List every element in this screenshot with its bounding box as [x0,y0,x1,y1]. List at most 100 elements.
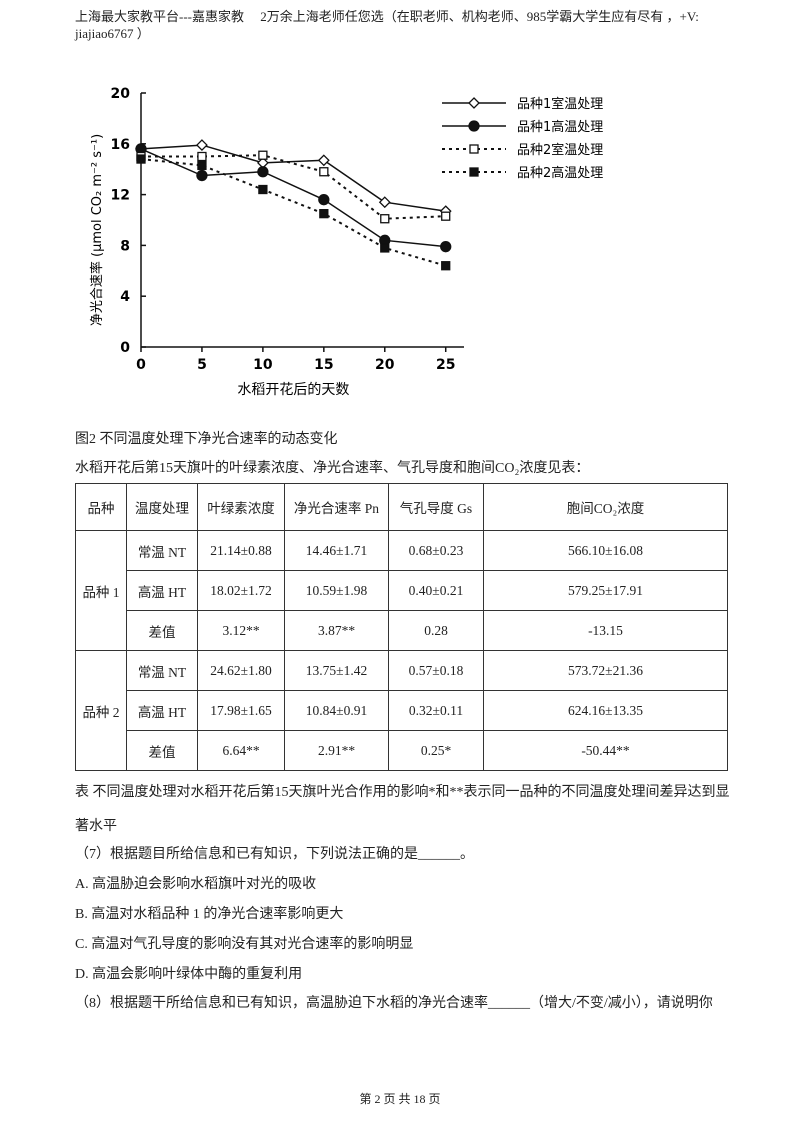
legend-marker [468,97,480,109]
legend-label: 品种2室温处理 [517,142,603,158]
data-table: 品种 温度处理 叶绿素浓度 净光合速率 Pn 气孔导度 Gs 胞间CO₂浓度 品… [75,483,728,771]
table-cell: 0.57±0.18 [388,650,484,691]
table-cell: 13.75±1.42 [284,650,389,691]
option: D. 高温会影响叶绿体中酶的重复利用 [75,967,303,982]
series-line [140,148,446,248]
legend-label: 品种2高温处理 [517,165,603,181]
x-tick-label: 5 [197,357,207,373]
legend-marker [469,144,479,154]
y-tick-label: 12 [111,188,130,204]
option: B. 高温对水稻品种 1 的净光合速率影响更大 [75,907,344,922]
table-cell: 10.84±0.91 [284,690,389,731]
table-cell: 常温 NT [126,530,198,571]
table-cell: 0.25* [388,730,484,771]
table-cell: -50.44** [483,730,728,771]
table-cell: 0.32±0.11 [388,690,484,731]
data-point [440,241,452,253]
table-cell: 0.68±0.23 [388,530,484,571]
table-cell: 差值 [126,610,198,651]
table-cell: 常温 NT [126,650,198,691]
legend-marker [469,167,479,177]
table-cell: 2.91** [284,730,389,771]
data-point [197,151,207,162]
option: C. 高温对气孔导度的影响没有其对光合速率的影响明显 [75,937,414,952]
data-point [380,243,390,253]
data-point [257,166,269,178]
data-point [258,184,268,195]
table-cell: 624.16±13.35 [483,690,728,731]
table-header-cell: 品种 [75,483,127,531]
table-cell: 品种 1 [75,530,127,651]
table-cell: 573.72±21.36 [483,650,728,691]
chart: 0 4 8 12 16 20 0 5 10 15 20 25 水稻开花后的天数 净光合速率 (μmol C… [89,86,603,398]
table-cell: 6.64** [197,730,285,771]
table-cell: -13.15 [483,610,728,651]
table-cell: 3.87** [284,610,389,651]
table-header-cell: 温度处理 [126,483,198,531]
table-cell: 14.46±1.71 [284,530,389,571]
figure-caption: 图2 不同温度处理下净光合速率的动态变化 [75,432,338,447]
table-cell: 10.59±1.98 [284,570,389,611]
table-intro: 水稻开花后第15天旗叶的叶绿素浓度、净光合速率、气孔导度和胞间CO₂浓度见表： [75,461,590,476]
table-header-cell: 净光合速率 Pn [284,483,389,531]
question-stem: （8）根据题干所给信息和已有知识，高温胁迫下水稻的净光合速率______（增大/… [75,996,713,1011]
table-cell: 0.40±0.21 [388,570,484,611]
table-cell: 566.10±16.08 [483,530,728,571]
legend-marker [468,120,480,132]
series-line [140,144,446,212]
table-row: 差值 6.64** 2.91** 0.25* -50.44** [76,730,728,771]
data-point [318,194,330,206]
data-point [441,261,451,271]
table-cell: 3.12** [197,610,285,651]
table-header-row: 品种 温度处理 叶绿素浓度 净光合速率 Pn 气孔导度 Gs 胞间CO₂浓度 [75,483,728,531]
table-cell: 0.28 [388,610,484,651]
data-point [317,154,330,167]
x-tick-label: 10 [253,357,273,373]
option: A. 高温胁迫会影响水稻旗叶对光的吸收 [75,877,317,892]
x-tick-label: 20 [375,357,395,373]
page-header: 上海最大家教平台---嘉惠家教 2万余上海老师任您选（在职老师、机构老师、985… [75,9,699,41]
table-cell: 高温 HT [126,570,198,611]
table-row: 差值 3.12** 3.87** 0.28 -13.15 [76,610,728,651]
data-point [196,169,208,182]
table-header-cell: 胞间CO₂浓度 [483,483,728,531]
data-point [441,211,451,221]
data-point [197,160,207,171]
data-point [136,154,146,164]
table-row: 高温 HT 17.98±1.65 10.84±0.91 0.32±0.11 624.16… [76,690,728,731]
table-cell: 24.62±1.80 [197,650,285,691]
x-axis-label: 水稻开花后的天数 [237,382,349,398]
legend-label: 品种1高温处理 [517,119,603,135]
y-tick-label: 0 [120,340,130,356]
data-point [319,208,329,219]
x-tick-label: 0 [136,357,146,373]
legend-label: 品种1室温处理 [517,96,603,112]
table-cell: 差值 [126,730,198,771]
table-header-cell: 气孔导度 Gs [388,483,484,531]
table-note: 表 不同温度处理对水稻开花后第15天旗叶光合作用的影响*和**表示同一品种的不同… [75,785,730,834]
x-tick-label: 15 [314,357,333,373]
y-axis-label: 净光合速率 (μmol CO₂ m⁻² s⁻¹) [89,134,105,326]
table-header-cell: 叶绿素浓度 [197,483,285,531]
y-tick-label: 8 [120,238,130,254]
table-cell: 18.02±1.72 [197,570,285,611]
table-row: 品种 1 常温 NT 21.14±0.88 14.46±1.71 0.68±0.23 56… [75,530,728,651]
table-cell: 21.14±0.88 [197,530,285,571]
page-footer: 第 2 页 共 18 页 [359,1092,441,1106]
table-cell: 品种 2 [75,650,127,771]
x-tick-label: 25 [436,357,455,373]
data-point [380,214,390,224]
series-line [141,154,446,220]
data-point [196,139,208,151]
y-tick-label: 20 [111,86,131,102]
data-point [319,167,329,177]
y-tick-label: 16 [111,137,130,153]
data-point [258,150,268,160]
question-stem: （7）根据题目所给信息和已有知识，下列说法正确的是______。 [75,847,474,862]
series-line [140,158,446,267]
table-cell: 579.25±17.91 [483,570,728,611]
table-row: 品种 2 常温 NT 24.62±1.80 13.75±1.42 0.57±0.18 57… [75,650,728,771]
table-cell: 17.98±1.65 [197,690,285,731]
data-point [378,196,391,209]
